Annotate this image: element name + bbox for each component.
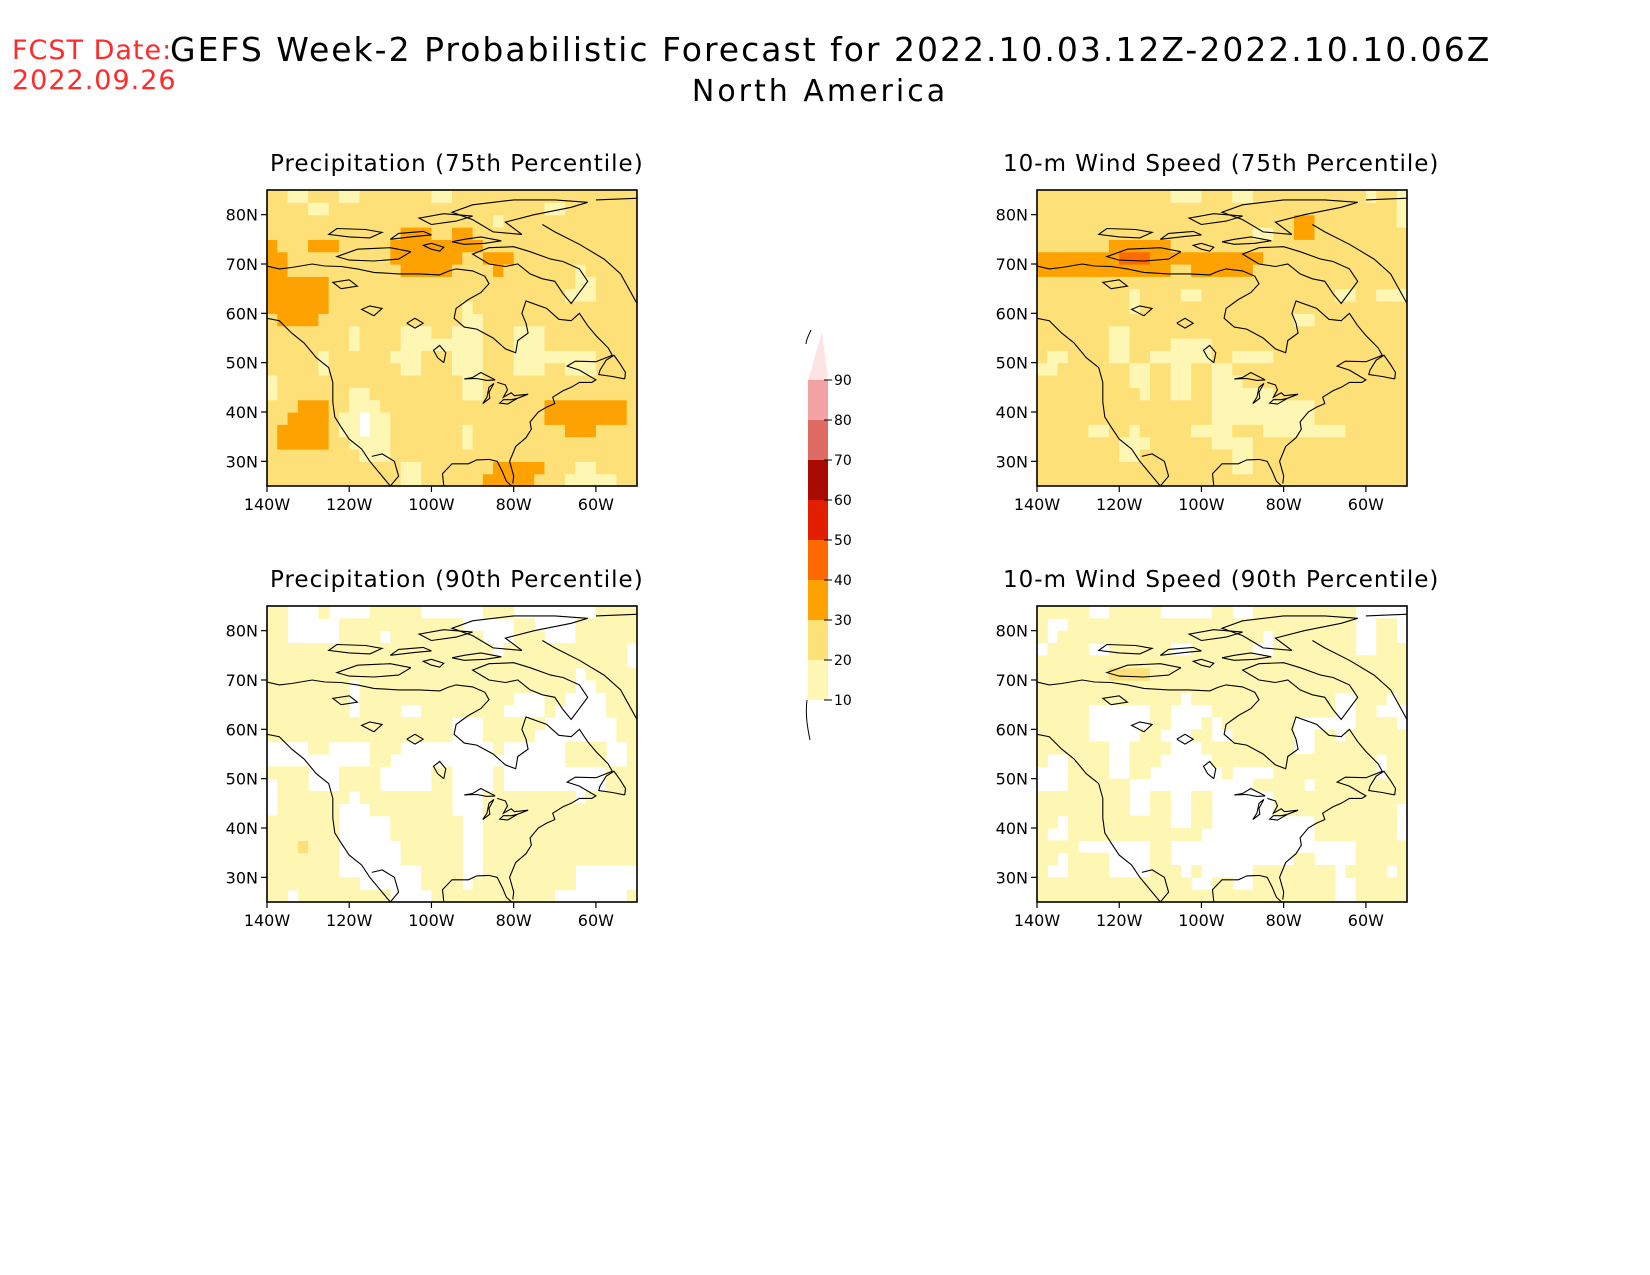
colorbar-label: 20 xyxy=(834,653,852,669)
map-wind-75: 80N 70N 60N 50N 40N 30N 140W 120W 100W 80W 60W xyxy=(996,189,1408,514)
lat-label: 50N xyxy=(996,354,1028,373)
panel-title-wind-75: 10-m Wind Speed (75th Percentile) xyxy=(1003,151,1440,177)
lat-label: 30N xyxy=(996,868,1028,887)
lat-label: 60N xyxy=(996,304,1028,323)
lon-label: 60W xyxy=(578,911,614,930)
lat-label: 80N xyxy=(226,622,258,641)
lat-label: 40N xyxy=(226,403,258,422)
lon-label: 100W xyxy=(408,911,455,930)
lat-label: 40N xyxy=(226,819,258,838)
map-precip-75: 80N 70N 60N 50N 40N 30N 140W 120W 100W 80W 60W xyxy=(226,189,638,514)
lat-label: 30N xyxy=(996,452,1028,471)
fcst-date-block: FCST Date: 2022.09.26 xyxy=(12,36,177,96)
colorbar-segment xyxy=(808,580,828,620)
lon-label: 60W xyxy=(1348,911,1384,930)
colorbar-segment xyxy=(808,460,828,500)
colorbar-segment xyxy=(808,540,828,580)
main-title: GEFS Week-2 Probabilistic Forecast for 2… xyxy=(170,30,1492,69)
lat-label: 70N xyxy=(996,255,1028,274)
lon-label: 140W xyxy=(244,495,291,514)
lat-label: 80N xyxy=(996,206,1028,225)
lon-label: 120W xyxy=(1096,911,1143,930)
colorbar-label: 30 xyxy=(834,613,852,629)
lat-label: 50N xyxy=(226,770,258,789)
panel-title-precip-90: Precipitation (90th Percentile) xyxy=(270,567,644,593)
lat-label: 60N xyxy=(996,720,1028,739)
lon-label: 80W xyxy=(496,495,532,514)
fcst-date-value: 2022.09.26 xyxy=(12,65,177,96)
panel-title-wind-90: 10-m Wind Speed (90th Percentile) xyxy=(1003,567,1440,593)
lat-label: 50N xyxy=(226,354,258,373)
colorbar-label: 70 xyxy=(834,453,852,469)
map-wind-90: 80N 70N 60N 50N 40N 30N 140W 120W 100W 80W 60W xyxy=(996,605,1408,930)
lat-label: 30N xyxy=(226,452,258,471)
lat-label: 40N xyxy=(996,819,1028,838)
lon-label: 120W xyxy=(326,911,373,930)
colorbar-label: 90 xyxy=(834,373,852,389)
lat-label: 40N xyxy=(996,403,1028,422)
region-subtitle: North America xyxy=(691,74,949,109)
lon-label: 60W xyxy=(578,495,614,514)
panel-title-precip-75: Precipitation (75th Percentile) xyxy=(270,151,644,177)
fcst-date-label: FCST Date: xyxy=(12,35,173,66)
colorbar-segment xyxy=(808,620,828,660)
lat-label: 70N xyxy=(226,255,258,274)
lat-label: 80N xyxy=(226,206,258,225)
lon-label: 140W xyxy=(1014,911,1061,930)
lat-label: 80N xyxy=(996,622,1028,641)
map-precip-90: 80N 70N 60N 50N 40N 30N 140W 120W 100W 80W 60W xyxy=(226,605,638,930)
lon-label: 100W xyxy=(1178,495,1225,514)
lon-label: 100W xyxy=(408,495,455,514)
lon-label: 140W xyxy=(244,911,291,930)
colorbar-label: 10 xyxy=(834,693,852,709)
lon-label: 80W xyxy=(1266,911,1302,930)
probability-colorbar: 90 80 70 60 50 40 30 20 10 xyxy=(805,330,852,741)
lon-label: 120W xyxy=(326,495,373,514)
colorbar-segment xyxy=(808,500,828,540)
lon-label: 80W xyxy=(496,911,532,930)
colorbar-label: 40 xyxy=(834,573,852,589)
lon-label: 80W xyxy=(1266,495,1302,514)
lat-label: 70N xyxy=(996,671,1028,690)
lat-label: 50N xyxy=(996,770,1028,789)
colorbar-label: 50 xyxy=(834,533,852,549)
lon-label: 60W xyxy=(1348,495,1384,514)
colorbar-segment xyxy=(808,660,828,700)
lon-label: 100W xyxy=(1178,911,1225,930)
colorbar-top xyxy=(808,332,828,380)
colorbar-segment xyxy=(808,420,828,460)
colorbar-segment xyxy=(808,380,828,420)
colorbar-label: 80 xyxy=(834,413,852,429)
lat-label: 30N xyxy=(226,868,258,887)
lon-label: 140W xyxy=(1014,495,1061,514)
lat-label: 60N xyxy=(226,720,258,739)
lat-label: 60N xyxy=(226,304,258,323)
lat-label: 70N xyxy=(226,671,258,690)
colorbar-label: 60 xyxy=(834,493,852,509)
lon-label: 120W xyxy=(1096,495,1143,514)
